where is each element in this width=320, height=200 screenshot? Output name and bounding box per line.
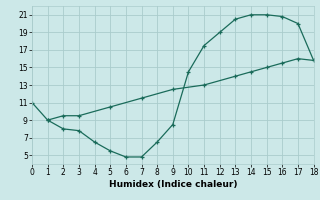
X-axis label: Humidex (Indice chaleur): Humidex (Indice chaleur) bbox=[108, 180, 237, 189]
